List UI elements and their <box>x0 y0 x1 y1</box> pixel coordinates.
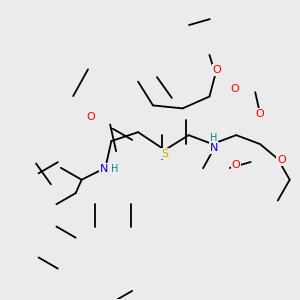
Text: N: N <box>210 142 218 153</box>
Text: S: S <box>161 148 168 159</box>
Text: O: O <box>212 65 221 75</box>
Text: O: O <box>232 160 241 170</box>
Text: O: O <box>256 109 264 119</box>
Text: O: O <box>277 155 286 165</box>
Text: H: H <box>210 133 218 143</box>
Text: O: O <box>87 112 95 122</box>
Text: O: O <box>230 84 239 94</box>
Text: H: H <box>111 164 118 174</box>
Text: N: N <box>100 164 108 174</box>
